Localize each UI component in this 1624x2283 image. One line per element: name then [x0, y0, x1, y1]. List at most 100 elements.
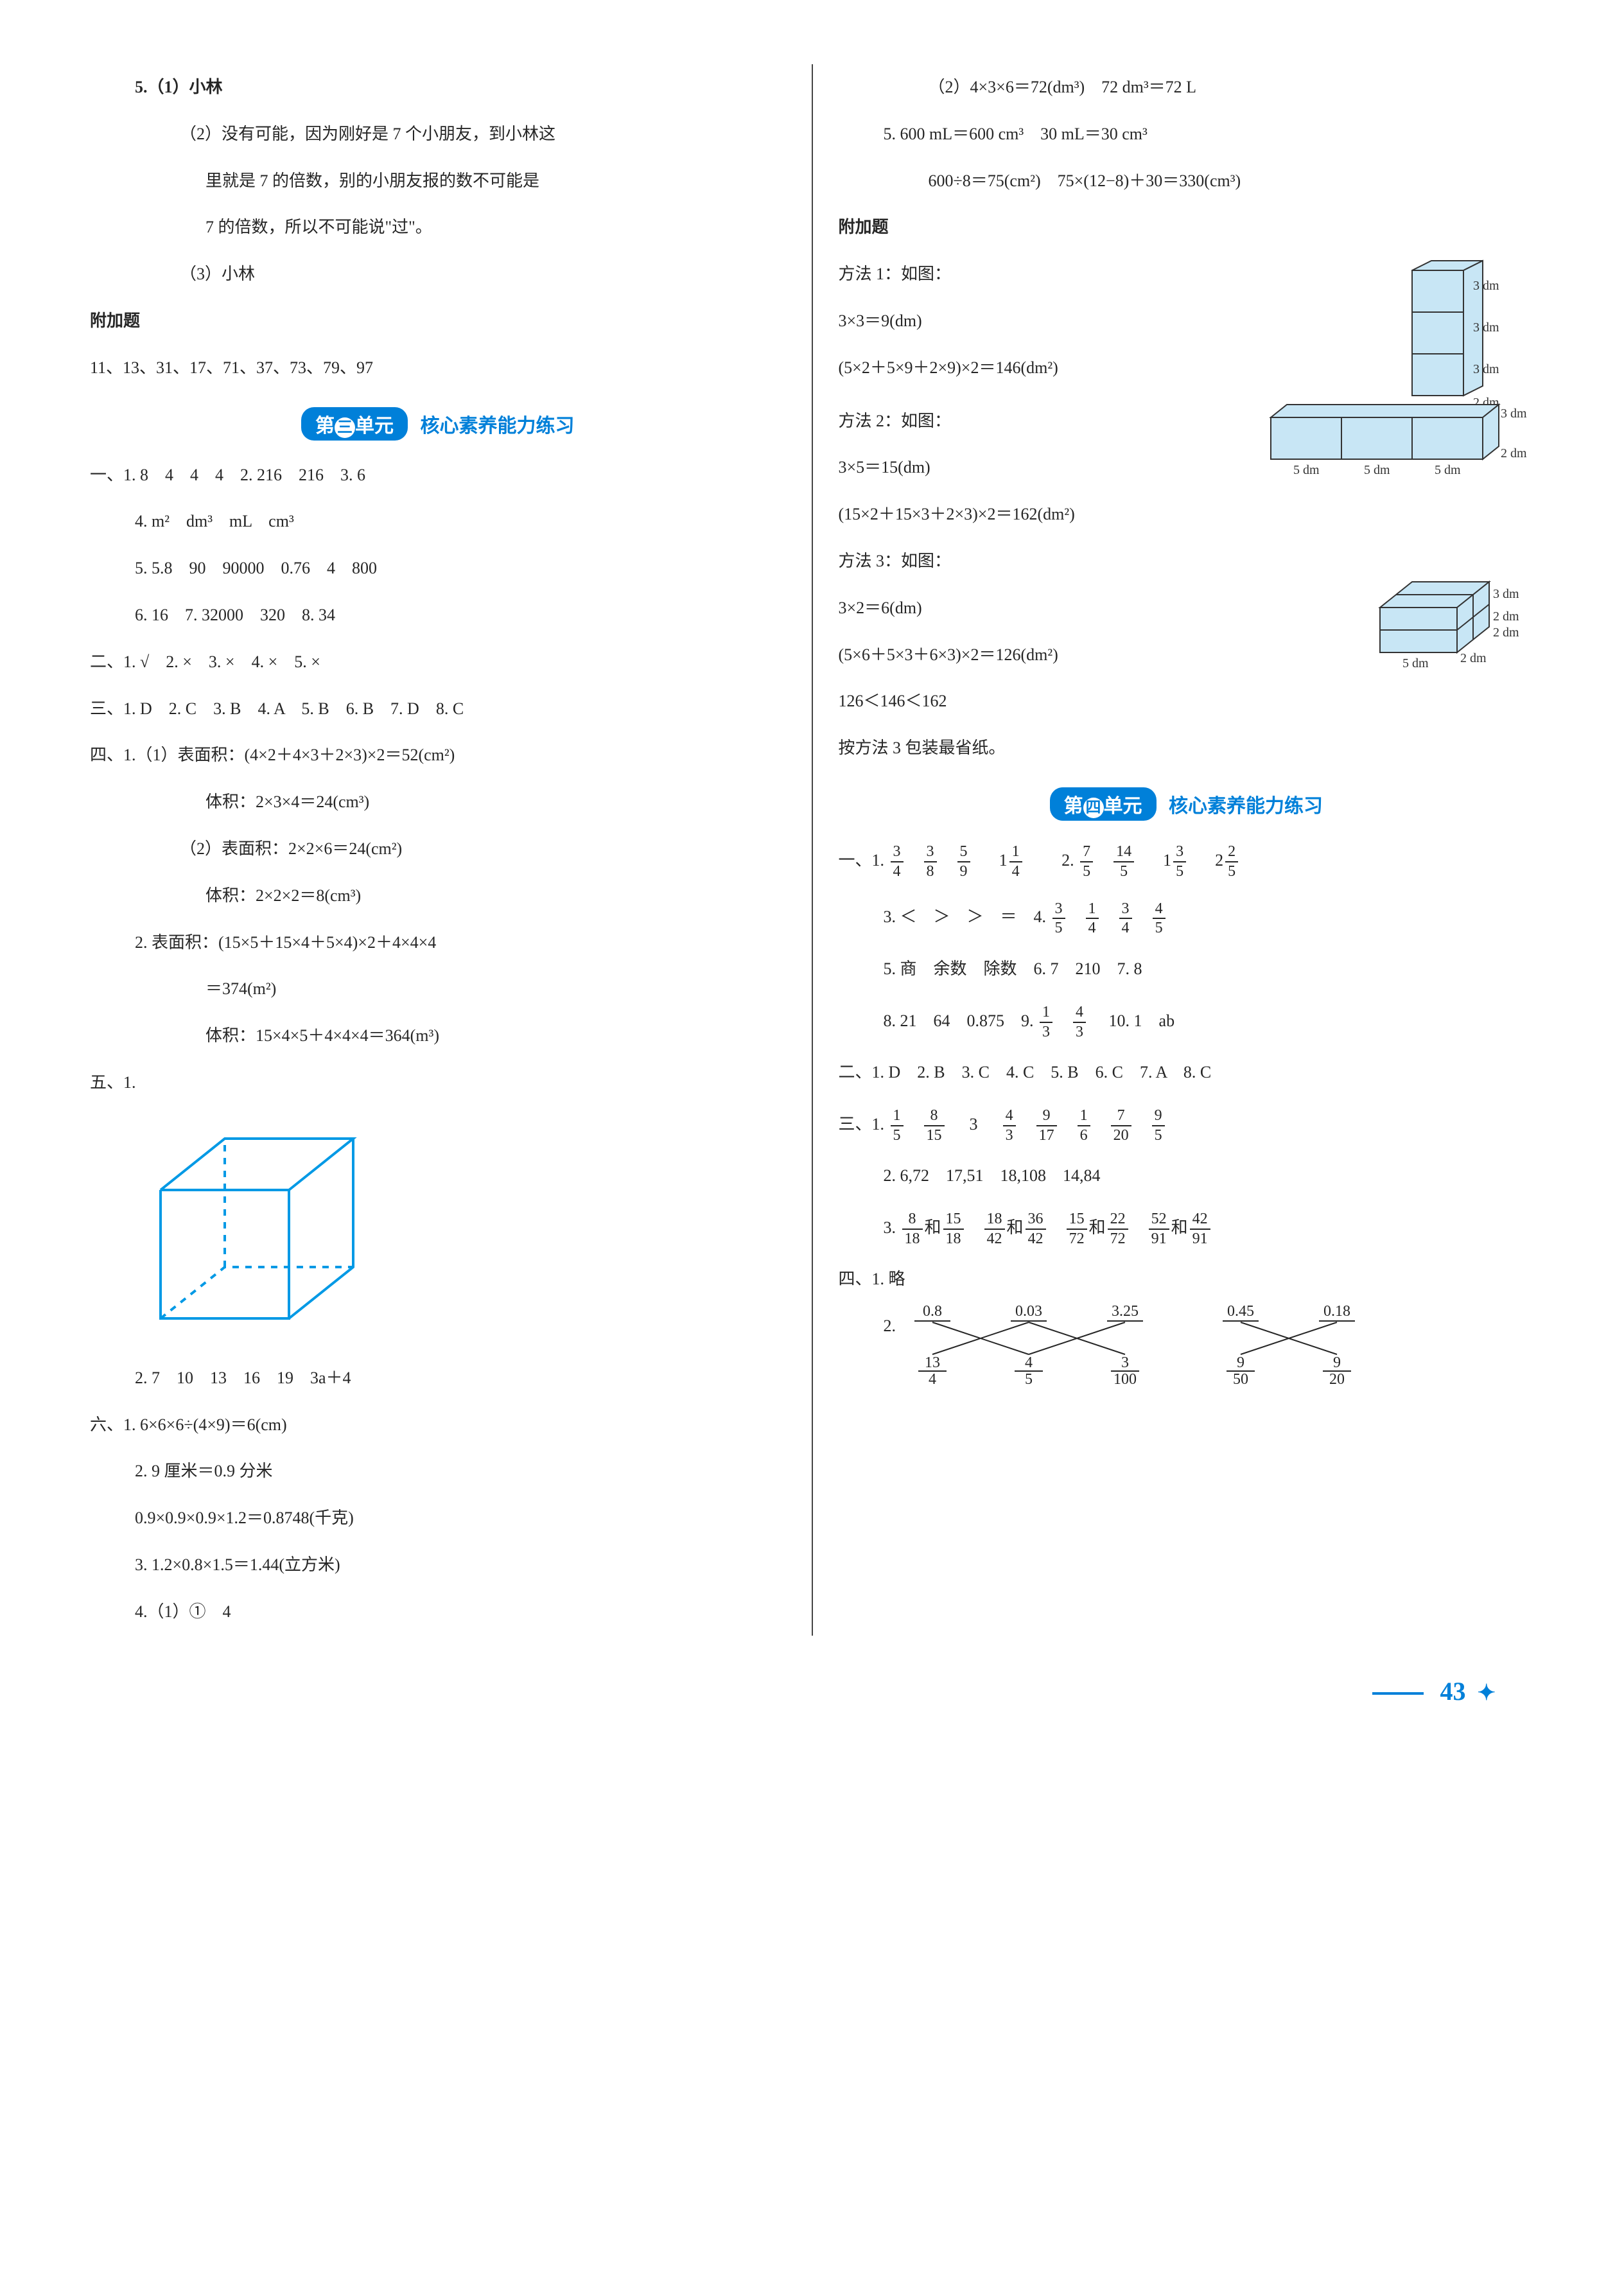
s4-1a: 四、1.（1）表面积：(4×2＋4×3＋2×3)×2＝52(cm²) — [90, 732, 786, 779]
s1-5: 5. 5.8 90 90000 0.76 4 800 — [90, 545, 786, 592]
s5-label: 五、1. — [90, 1060, 786, 1107]
method1-block: 3 dm 3 dm 3 dm 2 dm 5 dm 方法 1：如图： 3×3＝9(… — [839, 251, 1535, 391]
svg-text:5 dm: 5 dm — [1364, 463, 1390, 477]
s1-6: 6. 16 7. 32000 320 8. 34 — [90, 592, 786, 639]
cube-figure — [135, 1113, 366, 1344]
q5-2a: （2）没有可能，因为刚好是 7 个小朋友，到小林这 — [90, 111, 786, 158]
m2-c: (15×2＋15×3＋2×3)×2＝162(dm²) — [839, 491, 1535, 538]
page-number: 43 ✦ — [1372, 1676, 1496, 1706]
sparkle-icon: ✦ — [1478, 1681, 1496, 1705]
svg-text:5 dm: 5 dm — [1402, 656, 1429, 670]
svg-text:0.45: 0.45 — [1227, 1303, 1254, 1320]
svg-text:3 dm: 3 dm — [1473, 362, 1499, 376]
u4-4-1: 四、1. 略 — [839, 1256, 1535, 1303]
s6-4: 4.（1）① 4 — [90, 1589, 786, 1636]
svg-text:13: 13 — [925, 1354, 940, 1371]
svg-text:2 dm: 2 dm — [1501, 446, 1527, 460]
unit4-char: 四 — [1083, 798, 1104, 818]
extra-nums: 11、13、31、17、71、37、73、79、97 — [90, 345, 786, 392]
svg-text:3 dm: 3 dm — [1493, 587, 1519, 601]
svg-text:3 dm: 3 dm — [1501, 407, 1527, 421]
s4-3a: 2. 表面积：(15×5＋15×4＋5×4)×2＋4×4×4 — [90, 920, 786, 967]
u4-1-3: 3. ＜ ＞ ＞ ＝ 4. 35 14 34 45 — [839, 889, 1535, 945]
unit3-title: 核心素养能力练习 — [421, 415, 575, 437]
u4-4-2-num: 2. — [884, 1316, 896, 1335]
unit4-post: 单元 — [1104, 796, 1142, 817]
unit3-post: 单元 — [355, 415, 394, 437]
u4-3-1: 三、1. 15 815 3 43 917 16 720 95 — [839, 1096, 1535, 1153]
page-number-text: 43 — [1440, 1677, 1466, 1706]
method2-block: 3 dm 2 dm 5 dm 5 dm 5 dm 方法 2：如图： 3×5＝15… — [839, 398, 1535, 492]
s4-3c: 体积：15×4×5＋4×4×4＝364(m³) — [90, 1013, 786, 1060]
q5-2b: 里就是 7 的倍数，别的小朋友报的数不可能是 — [90, 158, 786, 205]
unit3-pre: 第 — [315, 415, 335, 437]
svg-text:0.03: 0.03 — [1015, 1303, 1042, 1320]
r3: 600÷8＝75(cm²) 75×(12−8)＋30＝330(cm³) — [839, 158, 1535, 205]
u4-1-1-pre: 一、1. — [839, 851, 889, 870]
svg-text:2 dm: 2 dm — [1493, 625, 1519, 640]
u4-1-10: 10. 1 ab — [1092, 1011, 1175, 1030]
svg-text:2 dm: 2 dm — [1493, 609, 1519, 624]
unit4-pre: 第 — [1064, 796, 1083, 817]
svg-text:5 dm: 5 dm — [1435, 463, 1461, 477]
s4-2a: （2）表面积：2×2×6＝24(cm²) — [90, 826, 786, 873]
svg-text:3 dm: 3 dm — [1473, 320, 1499, 335]
method2-figure: 3 dm 2 dm 5 dm 5 dm 5 dm — [1264, 398, 1534, 488]
unit4-title: 核心素养能力练习 — [1169, 796, 1323, 817]
s1-4: 4. m² dm³ mL cm³ — [90, 498, 786, 545]
right-column: （2）4×3×6＝72(dm³) 72 dm³＝72 L 5. 600 mL＝6… — [839, 64, 1535, 1636]
u4-3-2: 2. 6,72 17,51 18,108 14,84 — [839, 1153, 1535, 1200]
s6-2b: 0.9×0.9×0.9×1.2＝0.8748(千克) — [90, 1495, 786, 1542]
u4-1-1: 一、1. 34 38 59 114 2. 75 145 135 225 — [839, 832, 1535, 889]
svg-text:3 dm: 3 dm — [1473, 279, 1499, 293]
method3-block: 3 dm 2 dm 2 dm 2 dm 5 dm 3×2＝6(dm) (5×6＋… — [839, 585, 1535, 725]
svg-text:100: 100 — [1113, 1371, 1137, 1386]
unit3-header: 第三单元 核心素养能力练习 — [90, 407, 786, 441]
q5-1: 5.（1）小林 — [90, 64, 786, 111]
two-column-layout: 5.（1）小林 （2）没有可能，因为刚好是 7 个小朋友，到小林这 里就是 7 … — [90, 64, 1534, 1636]
svg-text:50: 50 — [1233, 1371, 1248, 1386]
unit3-char: 三 — [335, 417, 355, 438]
unit4-badge: 第四单元 — [1050, 787, 1157, 821]
s2: 二、1. √ 2. × 3. × 4. × 5. × — [90, 639, 786, 686]
s4-1b: 体积：2×3×4＝24(cm³) — [90, 779, 786, 826]
u4-1-8: 8. 21 64 0.875 9. 13 43 10. 1 ab — [839, 993, 1535, 1049]
svg-text:4: 4 — [1025, 1354, 1033, 1371]
u4-1-5: 5. 商 余数 除数 6. 7 210 7. 8 — [839, 946, 1535, 993]
m3-e: 按方法 3 包装最省纸。 — [839, 725, 1535, 772]
extra-title-left: 附加题 — [90, 298, 786, 345]
svg-text:3.25: 3.25 — [1112, 1303, 1139, 1320]
s6-3: 3. 1.2×0.8×1.5＝1.44(立方米) — [90, 1542, 786, 1589]
method3-figure: 3 dm 2 dm 2 dm 2 dm 5 dm — [1367, 572, 1534, 681]
s5-2: 2. 7 10 13 16 19 3a＋4 — [90, 1355, 786, 1402]
svg-text:9: 9 — [1333, 1354, 1341, 1371]
s6-2a: 2. 9 厘米＝0.9 分米 — [90, 1448, 786, 1495]
q5-3: （3）小林 — [90, 251, 786, 298]
u4-1-2-pre: 2. — [1045, 851, 1078, 870]
page-dash — [1372, 1692, 1424, 1695]
left-column: 5.（1）小林 （2）没有可能，因为刚好是 7 个小朋友，到小林这 里就是 7 … — [90, 64, 786, 1636]
svg-text:9: 9 — [1237, 1354, 1244, 1371]
svg-text:4: 4 — [929, 1371, 936, 1386]
svg-text:2 dm: 2 dm — [1460, 651, 1487, 665]
unit3-badge: 第三单元 — [301, 407, 408, 441]
s4-3b: ＝374(m²) — [90, 966, 786, 1013]
s4-2b: 体积：2×2×2＝8(cm³) — [90, 873, 786, 920]
svg-text:3: 3 — [1121, 1354, 1129, 1371]
q5-2c: 7 的倍数，所以不可能说"过"。 — [90, 204, 786, 251]
s6-1: 六、1. 6×6×6÷(4×9)＝6(cm) — [90, 1402, 786, 1449]
extra-title-right: 附加题 — [839, 204, 1535, 251]
s1-1: 一、1. 8 4 4 4 2. 216 216 3. 6 — [90, 452, 786, 499]
m3-d: 126＜146＜162 — [839, 678, 1535, 725]
s3: 三、1. D 2. C 3. B 4. A 5. B 6. B 7. D 8. … — [90, 686, 786, 733]
r2: 5. 600 mL＝600 cm³ 30 mL＝30 cm³ — [839, 111, 1535, 158]
u4-2: 二、1. D 2. B 3. C 4. C 5. B 6. C 7. A 8. … — [839, 1049, 1535, 1096]
svg-text:5: 5 — [1025, 1371, 1033, 1386]
column-divider — [812, 64, 813, 1636]
u4-3-3: 3. 818和1518 1842和3642 1572和2272 5291和429… — [839, 1200, 1535, 1256]
svg-text:20: 20 — [1329, 1371, 1345, 1386]
svg-text:0.18: 0.18 — [1323, 1303, 1350, 1320]
unit4-header: 第四单元 核心素养能力练习 — [839, 787, 1535, 821]
u4-1-8-pre: 8. 21 64 0.875 9. — [884, 1011, 1038, 1030]
svg-text:5 dm: 5 dm — [1293, 463, 1320, 477]
